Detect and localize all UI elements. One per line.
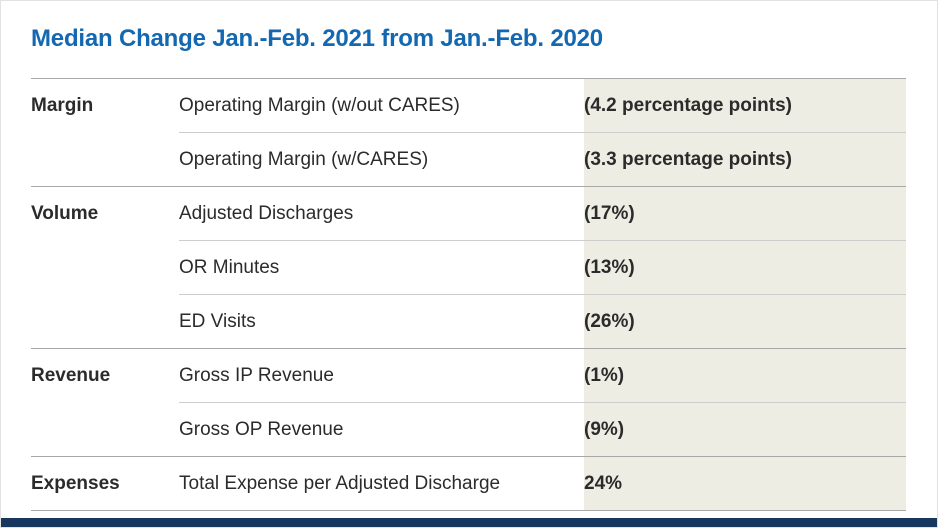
- value-cell: 24%: [584, 456, 906, 511]
- table-row: Volume Adjusted Discharges (17%): [31, 186, 906, 241]
- category-cell: [31, 403, 179, 457]
- table-row: Gross OP Revenue (9%): [31, 402, 906, 457]
- table-row: Revenue Gross IP Revenue (1%): [31, 348, 906, 403]
- page-title: Median Change Jan.-Feb. 2021 from Jan.-F…: [31, 25, 603, 52]
- metric-cell: Total Expense per Adjusted Discharge: [179, 456, 584, 511]
- category-cell: Revenue: [31, 348, 179, 403]
- table-row: ED Visits (26%): [31, 294, 906, 349]
- table-row: Expenses Total Expense per Adjusted Disch…: [31, 456, 906, 511]
- table-row: Margin Operating Margin (w/out CARES) (4.2…: [31, 78, 906, 133]
- table-row: OR Minutes (13%): [31, 240, 906, 295]
- metric-cell: ED Visits: [179, 294, 584, 349]
- metric-cell: Gross IP Revenue: [179, 348, 584, 403]
- value-cell: (3.3 percentage points): [584, 132, 906, 187]
- value-cell: (13%): [584, 240, 906, 295]
- category-cell: Volume: [31, 186, 179, 241]
- metric-cell: Adjusted Discharges: [179, 186, 584, 241]
- value-cell: (4.2 percentage points): [584, 78, 906, 133]
- metric-cell: Operating Margin (w/CARES): [179, 132, 584, 187]
- median-change-table: Margin Operating Margin (w/out CARES) (4.2…: [31, 78, 906, 511]
- value-cell: (1%): [584, 348, 906, 403]
- metric-cell: Gross OP Revenue: [179, 402, 584, 457]
- category-cell: [31, 241, 179, 295]
- table-row: Operating Margin (w/CARES) (3.3 percentag…: [31, 132, 906, 187]
- category-cell: Margin: [31, 78, 179, 133]
- metric-cell: OR Minutes: [179, 240, 584, 295]
- metric-cell: Operating Margin (w/out CARES): [179, 78, 584, 133]
- table-body: Margin Operating Margin (w/out CARES) (4.2…: [31, 78, 906, 511]
- category-cell: [31, 133, 179, 187]
- category-cell: [31, 295, 179, 349]
- category-cell: Expenses: [31, 456, 179, 511]
- value-cell: (9%): [584, 402, 906, 457]
- value-cell: (26%): [584, 294, 906, 349]
- value-cell: (17%): [584, 186, 906, 241]
- bottom-accent-bar: [1, 518, 937, 527]
